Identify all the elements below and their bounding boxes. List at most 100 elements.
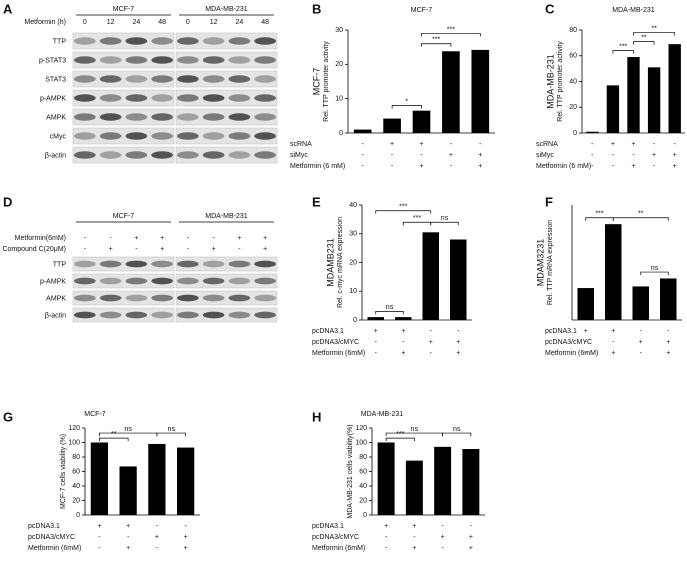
band [202, 151, 225, 159]
group-label: MDA-MB-231 [205, 213, 248, 220]
y-tick-label: 80 [569, 27, 577, 34]
blot-strip [175, 70, 278, 88]
condition-label: pcDNA3/cMYC [28, 534, 75, 541]
panel-letter: B [312, 1, 321, 16]
bar [586, 131, 599, 133]
band [99, 151, 122, 159]
band [177, 75, 199, 83]
band [151, 277, 173, 285]
band [254, 113, 276, 121]
condition-mark: + [419, 141, 423, 148]
blot-strip [72, 256, 175, 272]
condition-mark: - [391, 152, 394, 159]
blot-strip [72, 51, 175, 69]
band [99, 260, 122, 268]
condition-label: scRNA [536, 141, 558, 148]
blot-strip [175, 256, 278, 272]
y-axis-label: MDAMB231 [325, 238, 335, 287]
condition-mark: + [478, 163, 482, 170]
band [151, 37, 173, 45]
band [125, 56, 148, 64]
band [74, 277, 96, 285]
condition-mark: - [98, 545, 101, 552]
sig-label: *** [619, 43, 627, 50]
band [74, 37, 96, 45]
y-tick-label: 10 [349, 288, 357, 295]
band [74, 113, 96, 121]
y-tick-label: 0 [573, 130, 577, 137]
treatment-label: Metformin (h) [24, 19, 66, 26]
y-tick-label: 30 [335, 27, 343, 34]
band [125, 311, 148, 319]
condition-mark: - [362, 141, 365, 148]
sig-label: ns [411, 426, 419, 433]
bar [377, 442, 395, 515]
y-tick-label: 120 [68, 425, 80, 432]
band [177, 311, 199, 319]
sig-label: ns [168, 426, 176, 433]
condition-mark: - [612, 163, 615, 170]
lane-label: - [238, 246, 241, 253]
band [74, 151, 96, 159]
lane-label: + [263, 246, 267, 253]
band [254, 294, 276, 302]
sig-label: ns [651, 265, 659, 272]
panel-letter: G [3, 409, 13, 424]
condition-label: pcDNA3.1 [545, 328, 577, 335]
lane-label: - [84, 246, 87, 253]
condition-mark: - [640, 350, 643, 357]
condition-mark: + [155, 534, 159, 541]
condition-mark: - [156, 523, 159, 530]
sig-bracket [375, 210, 432, 214]
y-tick-label: 30 [349, 231, 357, 238]
panel-letter: H [312, 409, 321, 424]
condition-mark: + [412, 545, 416, 552]
band [125, 113, 148, 121]
lane-label: - [109, 235, 112, 242]
blot-strip [72, 108, 175, 126]
condition-mark: + [126, 523, 130, 530]
condition-mark: + [469, 534, 473, 541]
sig-label: ** [111, 431, 117, 438]
sig-bracket [640, 271, 669, 276]
y-tick-label: 100 [355, 439, 367, 446]
sig-label: * [405, 98, 408, 105]
sig-bracket [421, 33, 481, 37]
condition-mark: + [390, 141, 394, 148]
blot-strip [175, 273, 278, 289]
band [202, 277, 225, 285]
condition-label: pcDNA3.1 [28, 523, 60, 530]
band [177, 113, 199, 121]
sig-bracket [375, 311, 404, 315]
condition-mark: + [673, 152, 677, 159]
band [228, 294, 251, 302]
condition-label: Metformin (6mM) [28, 545, 81, 552]
condition-mark: - [667, 328, 670, 335]
bar [462, 449, 480, 515]
condition-mark: + [666, 350, 670, 357]
blot-strip [175, 89, 278, 107]
sig-label: ** [638, 211, 644, 218]
condition-mark: + [456, 350, 460, 357]
band [177, 260, 199, 268]
y-axis-label: MDA-MB-231 [545, 54, 555, 109]
lane-label: + [134, 235, 138, 242]
band [254, 311, 276, 319]
condition-mark: + [419, 163, 423, 170]
bar [450, 239, 467, 320]
condition-mark: + [384, 523, 388, 530]
condition-label: siMyc [536, 152, 554, 159]
row-label: β-actin [45, 312, 66, 319]
band [177, 94, 199, 102]
bar [577, 288, 594, 320]
band [151, 94, 173, 102]
blot-strip [72, 307, 175, 323]
condition-mark: - [420, 152, 423, 159]
band [99, 56, 122, 64]
band [254, 151, 276, 159]
lane-label: - [84, 235, 87, 242]
sig-bracket [585, 217, 614, 221]
panel-letter: D [3, 194, 12, 209]
sig-bracket [612, 50, 634, 54]
y-tick-label: 80 [359, 454, 367, 461]
